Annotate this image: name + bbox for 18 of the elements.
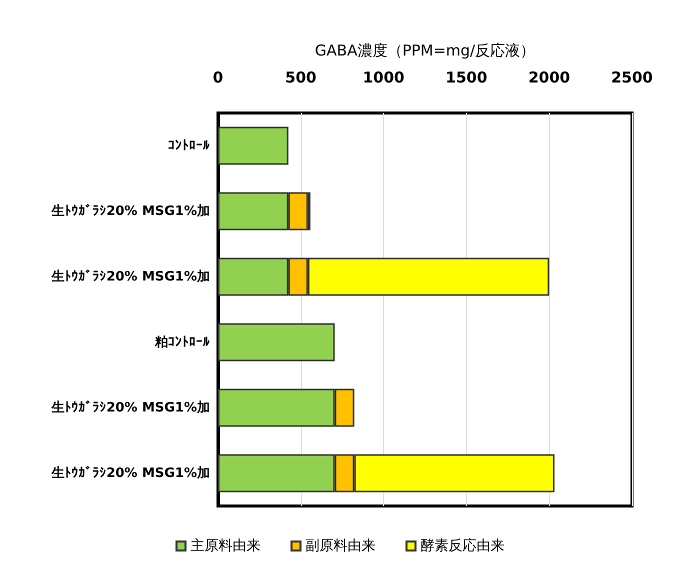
y-tick-label: 生ﾄｳｶﾞﾗｼ20% MSG1%加 <box>50 464 210 481</box>
y-tick-label: 粕ｺﾝﾄﾛｰﾙ <box>154 334 210 350</box>
x-axis-title: GABA濃度（PPM=mg/反応液） <box>314 42 536 60</box>
x-tick-label: 2500 <box>611 68 653 86</box>
bar <box>218 126 288 165</box>
y-tick-label: ｺﾝﾄﾛｰﾙ <box>168 138 210 154</box>
x-tick-label: 500 <box>285 68 316 86</box>
legend-label: 副原料由来 <box>306 538 376 554</box>
x-tick-label: 1000 <box>362 68 404 86</box>
legend-label: 酵素反応由来 <box>420 538 504 554</box>
legend-label: 主原料由来 <box>190 538 260 554</box>
y-tick-label: 生ﾄｳｶﾞﾗｼ20% MSG1%加 <box>50 202 210 219</box>
x-tick-label: 2000 <box>528 68 570 86</box>
x-tick-label: 1500 <box>446 68 488 86</box>
bar <box>218 323 335 362</box>
y-tick-label: 生ﾄｳｶﾞﾗｼ20% MSG1%加 <box>50 268 210 284</box>
x-tick-label: 0 <box>212 68 224 86</box>
y-tick-label: 生ﾄｳｶﾞﾗｼ20% MSG1%加 <box>50 399 210 416</box>
